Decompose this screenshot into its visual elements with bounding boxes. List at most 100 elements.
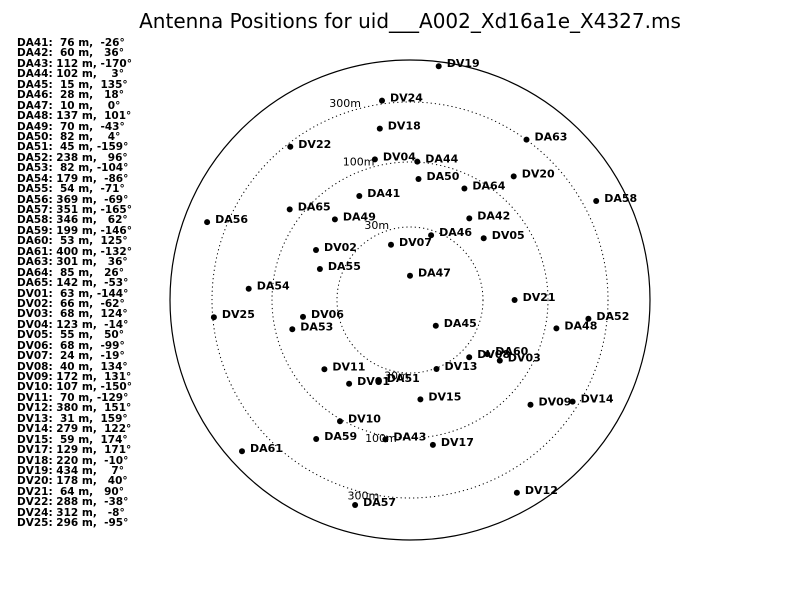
antenna-point-da50 — [415, 176, 422, 182]
antenna-point-da55 — [316, 266, 323, 272]
antenna-list-item: DV18: 220 m, -10° — [17, 454, 129, 467]
antenna-list-item: DV03: 68 m, 124° — [17, 308, 128, 321]
antenna-label-da54: DA54 — [257, 280, 290, 293]
ring-label-30m: 30m — [384, 370, 409, 383]
antenna-label-da45: DA45 — [444, 317, 477, 330]
antenna-list-item: DV20: 178 m, 40° — [17, 475, 128, 488]
antenna-point-dv20 — [510, 173, 517, 180]
antenna-list-item: DA57: 351 m, -165° — [17, 204, 132, 216]
antenna-label-dv08: DV08 — [477, 348, 510, 361]
antenna-list-item: DV24: 312 m, -8° — [17, 506, 125, 519]
antenna-point-da58 — [593, 198, 600, 204]
antenna-list-item: DA52: 238 m, 96° — [17, 151, 128, 164]
antenna-list-item: DA44: 102 m, 3° — [17, 68, 124, 81]
antenna-list-item: DV11: 70 m, -129° — [17, 391, 129, 404]
antenna-label-da41: DA41 — [367, 187, 400, 200]
antenna-list-item: DV19: 434 m, 7° — [17, 464, 124, 477]
antenna-list-item: DA54: 179 m, -86° — [17, 172, 129, 185]
antenna-list-item: DV04: 123 m, -14° — [17, 318, 129, 331]
antenna-point-da63 — [523, 136, 530, 143]
antenna-label-da58: DA58 — [604, 192, 637, 205]
antenna-point-da56 — [204, 219, 211, 226]
antenna-label-dv04: DV04 — [383, 150, 416, 163]
ring-label-100m: 100m — [365, 432, 397, 445]
antenna-list-item: DV22: 288 m, -38° — [17, 496, 129, 509]
antenna-label-da48: DA48 — [564, 319, 597, 332]
antenna-list-item: DA47: 10 m, 0° — [17, 99, 121, 112]
antenna-list-item: DA43: 112 m, -170° — [17, 57, 132, 70]
antenna-label-dv14: DV14 — [581, 393, 614, 406]
antenna-list-item: DA50: 82 m, 4° — [17, 130, 121, 143]
antenna-label-dv21: DV21 — [523, 291, 556, 304]
antenna-label-dv03: DV03 — [508, 352, 541, 365]
antenna-label-dv01: DV01 — [357, 375, 390, 388]
ring-label-300m: 300m — [348, 489, 380, 502]
antenna-label-dv11: DV11 — [332, 360, 365, 373]
antenna-list-item: DV13: 31 m, 159° — [17, 412, 128, 425]
antenna-point-da51 — [375, 378, 382, 385]
antenna-point-dv14 — [569, 398, 576, 405]
antenna-list-item: DA46: 28 m, 18° — [17, 89, 124, 102]
antenna-point-da52 — [585, 315, 592, 322]
ring-label-100m: 100m — [343, 156, 375, 169]
antenna-point-dv13 — [433, 366, 440, 372]
antenna-list-item: DV09: 172 m, 131° — [17, 371, 132, 383]
antenna-label-dv09: DV09 — [539, 396, 572, 409]
antenna-point-da48 — [553, 325, 560, 332]
ring-100m — [271, 161, 549, 439]
antenna-point-da64 — [461, 185, 468, 192]
antenna-point-dv25 — [210, 314, 217, 321]
outer-boundary-circle — [169, 59, 651, 541]
antenna-label-dv20: DV20 — [522, 167, 555, 180]
antenna-label-dv18: DV18 — [388, 120, 421, 133]
antenna-point-dv03 — [496, 357, 503, 364]
antenna-label-da56: DA56 — [215, 213, 248, 226]
antenna-point-da43 — [382, 436, 389, 443]
antenna-point-da60 — [484, 351, 491, 358]
ring-30m — [336, 226, 484, 374]
antenna-list-item: DV25: 296 m, -95° — [17, 517, 129, 530]
antenna-point-da49 — [331, 216, 338, 223]
antenna-label-dv19: DV19 — [447, 57, 480, 70]
antenna-label-da64: DA64 — [472, 180, 505, 193]
antenna-list-item: DV01: 63 m, -144° — [17, 287, 129, 300]
antenna-list-item: DV12: 380 m, 151° — [17, 402, 132, 415]
antenna-point-da65 — [286, 206, 293, 213]
antenna-list-item: DA64: 85 m, 26° — [17, 266, 124, 279]
antenna-label-dv25: DV25 — [222, 308, 255, 321]
antenna-label-da52: DA52 — [596, 310, 629, 323]
antenna-list-item: DA65: 142 m, -53° — [17, 277, 129, 290]
antenna-label-dv07: DV07 — [399, 236, 432, 249]
antenna-list-item: DV05: 55 m, 50° — [17, 329, 124, 342]
antenna-list-item: DA63: 301 m, 36° — [17, 256, 128, 269]
antenna-label-dv06: DV06 — [311, 308, 344, 321]
antenna-point-dv12 — [513, 489, 520, 496]
antenna-label-da63: DA63 — [535, 131, 568, 144]
antenna-label-dv24: DV24 — [390, 92, 423, 105]
antenna-label-dv02: DV02 — [324, 241, 357, 254]
antenna-list-item: DA49: 70 m, -43° — [17, 120, 125, 133]
antenna-label-da49: DA49 — [343, 210, 376, 223]
antenna-point-dv19 — [435, 63, 442, 70]
antenna-list-item: DA41: 76 m, -26° — [17, 37, 125, 49]
antenna-list-item: DA56: 369 m, -69° — [17, 193, 129, 206]
antenna-label-da59: DA59 — [324, 430, 357, 443]
antenna-point-dv09 — [527, 401, 534, 408]
antenna-point-dv10 — [337, 418, 343, 425]
antenna-label-da53: DA53 — [300, 320, 333, 333]
antenna-point-da54 — [245, 285, 252, 292]
antenna-point-dv11 — [321, 366, 328, 373]
antenna-point-da44 — [414, 158, 421, 165]
antenna-point-da61 — [239, 448, 245, 455]
antenna-label-dv10: DV10 — [348, 412, 381, 425]
chart-title: Antenna Positions for uid___A002_Xd16a1e… — [139, 9, 681, 33]
ring-label-300m: 300m — [329, 97, 361, 110]
ring-300m — [211, 101, 609, 499]
antenna-label-da46: DA46 — [439, 226, 472, 239]
antenna-label-da65: DA65 — [298, 200, 331, 213]
antenna-label-dv12: DV12 — [525, 484, 558, 497]
antenna-list-item: DV14: 279 m, 122° — [17, 423, 132, 436]
antenna-label-dv05: DV05 — [492, 229, 525, 242]
ring-label-30m: 30m — [364, 219, 389, 232]
